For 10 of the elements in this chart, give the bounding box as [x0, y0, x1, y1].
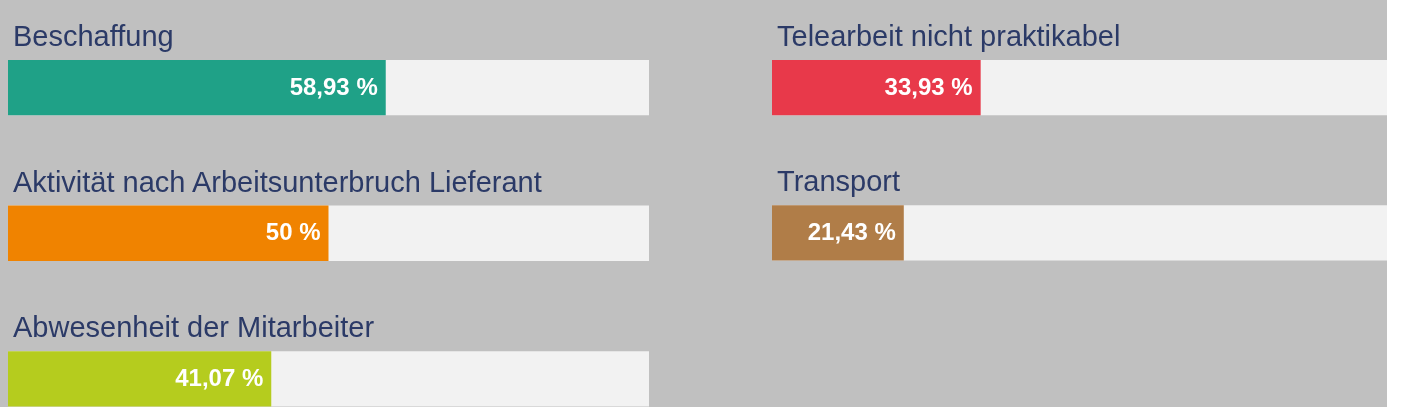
category-label: Transport — [777, 165, 901, 198]
data-label: 50 % — [265, 218, 321, 246]
data-label: 21,43 % — [807, 217, 896, 245]
category-label: Aktivität nach Arbeitsunterbruch Lieferant — [13, 165, 542, 198]
category-label: Beschaffung — [13, 19, 174, 52]
data-label: 58,93 % — [289, 72, 378, 100]
data-label: 41,07 % — [175, 363, 264, 391]
category-label: Abwesenheit der Mitarbeiter — [13, 311, 375, 344]
category-label: Telearbeit nicht praktikabel — [777, 19, 1121, 52]
data-label: 33,93 % — [884, 72, 973, 100]
